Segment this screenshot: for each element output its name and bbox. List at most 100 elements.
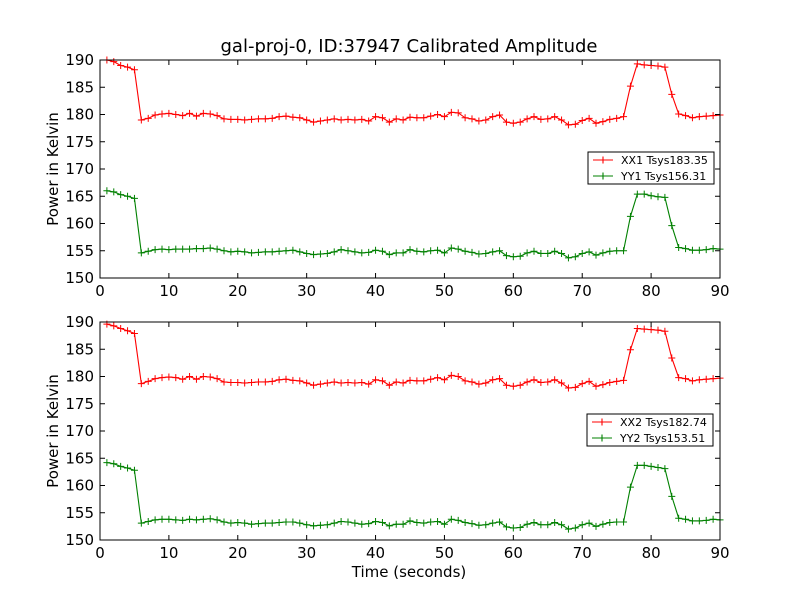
data-point <box>571 253 579 261</box>
legend-label: XX2 Tsys182.74 <box>620 416 707 429</box>
data-point <box>420 114 428 122</box>
data-point <box>199 109 207 117</box>
x-tick-label: 40 <box>366 544 385 562</box>
data-point <box>172 374 180 382</box>
data-point <box>702 112 710 120</box>
data-point <box>241 379 249 387</box>
data-point <box>599 520 607 528</box>
x-tick-label: 50 <box>435 544 454 562</box>
data-point <box>124 464 132 472</box>
data-point <box>303 249 311 257</box>
data-point <box>144 377 152 385</box>
data-point <box>558 116 566 124</box>
data-point <box>254 378 262 386</box>
data-point <box>186 373 194 380</box>
data-point <box>578 521 586 529</box>
legend-swatch <box>593 172 613 180</box>
data-point <box>578 116 586 124</box>
data-point <box>158 374 166 382</box>
y-tick-label: 165 <box>65 449 94 467</box>
data-point <box>413 247 421 255</box>
x-tick-label: 30 <box>297 282 316 300</box>
data-point <box>392 249 400 257</box>
data-point <box>316 380 324 388</box>
data-point <box>571 120 579 128</box>
data-point <box>206 373 214 381</box>
data-point <box>406 246 414 254</box>
legend-entry: XX2 Tsys182.74 <box>592 416 707 429</box>
data-point <box>392 115 400 123</box>
data-point <box>344 115 352 123</box>
data-point <box>626 346 634 354</box>
data-point <box>640 325 648 333</box>
data-point <box>564 384 572 392</box>
data-point <box>186 515 194 523</box>
data-point <box>365 380 373 388</box>
data-point <box>413 519 421 527</box>
data-point <box>117 325 125 333</box>
data-point <box>165 109 173 117</box>
data-point <box>165 515 173 523</box>
data-point <box>137 519 145 527</box>
data-point <box>682 112 690 120</box>
data-point <box>358 520 366 528</box>
legend-swatch <box>592 418 612 426</box>
data-point <box>647 462 655 470</box>
data-point <box>571 383 579 391</box>
data-point <box>213 245 221 253</box>
data-point <box>447 108 455 116</box>
x-tick-label: 20 <box>228 544 247 562</box>
data-point <box>613 518 621 526</box>
data-point <box>413 377 421 385</box>
data-point <box>365 248 373 256</box>
data-point <box>454 373 462 380</box>
data-point <box>289 113 297 121</box>
x-tick-label: 70 <box>573 282 592 300</box>
data-point <box>117 191 125 199</box>
data-point <box>585 248 593 256</box>
data-point <box>482 521 490 529</box>
data-point <box>172 245 180 253</box>
y-tick-label: 170 <box>65 422 94 440</box>
y-tick-label: 185 <box>65 340 94 358</box>
data-point <box>434 374 442 382</box>
data-point <box>592 522 600 530</box>
data-point <box>241 519 249 527</box>
data-point <box>392 520 400 528</box>
data-point <box>523 249 531 257</box>
data-point <box>344 378 352 386</box>
data-point <box>241 116 249 124</box>
data-point <box>420 377 428 385</box>
data-point <box>606 378 614 386</box>
data-point <box>530 376 538 384</box>
data-point <box>496 111 504 119</box>
data-point <box>344 518 352 526</box>
legend: XX1 Tsys183.35 YY1 Tsys156.31 <box>587 151 715 185</box>
data-point <box>668 492 676 500</box>
x-tick-label: 60 <box>504 282 523 300</box>
x-tick-label: 0 <box>95 544 105 562</box>
data-point <box>275 247 283 255</box>
data-point <box>137 249 145 257</box>
data-point <box>509 253 517 261</box>
data-point <box>709 245 717 253</box>
data-point <box>489 376 497 384</box>
data-point <box>206 110 214 118</box>
data-point <box>158 245 166 253</box>
data-point <box>282 518 290 526</box>
legend: XX2 Tsys182.74 YY2 Tsys153.51 <box>586 413 714 447</box>
data-point <box>227 248 235 256</box>
data-point <box>440 376 448 384</box>
data-point <box>640 461 648 469</box>
data-point <box>516 381 524 389</box>
data-point <box>620 113 628 121</box>
data-point <box>220 378 228 386</box>
data-point <box>482 116 490 124</box>
data-point <box>647 192 655 200</box>
y-tick-label: 150 <box>65 531 94 549</box>
data-point <box>654 464 662 472</box>
y-tick-label: 165 <box>65 187 94 205</box>
data-point <box>496 247 504 255</box>
legend-swatch <box>593 156 613 164</box>
